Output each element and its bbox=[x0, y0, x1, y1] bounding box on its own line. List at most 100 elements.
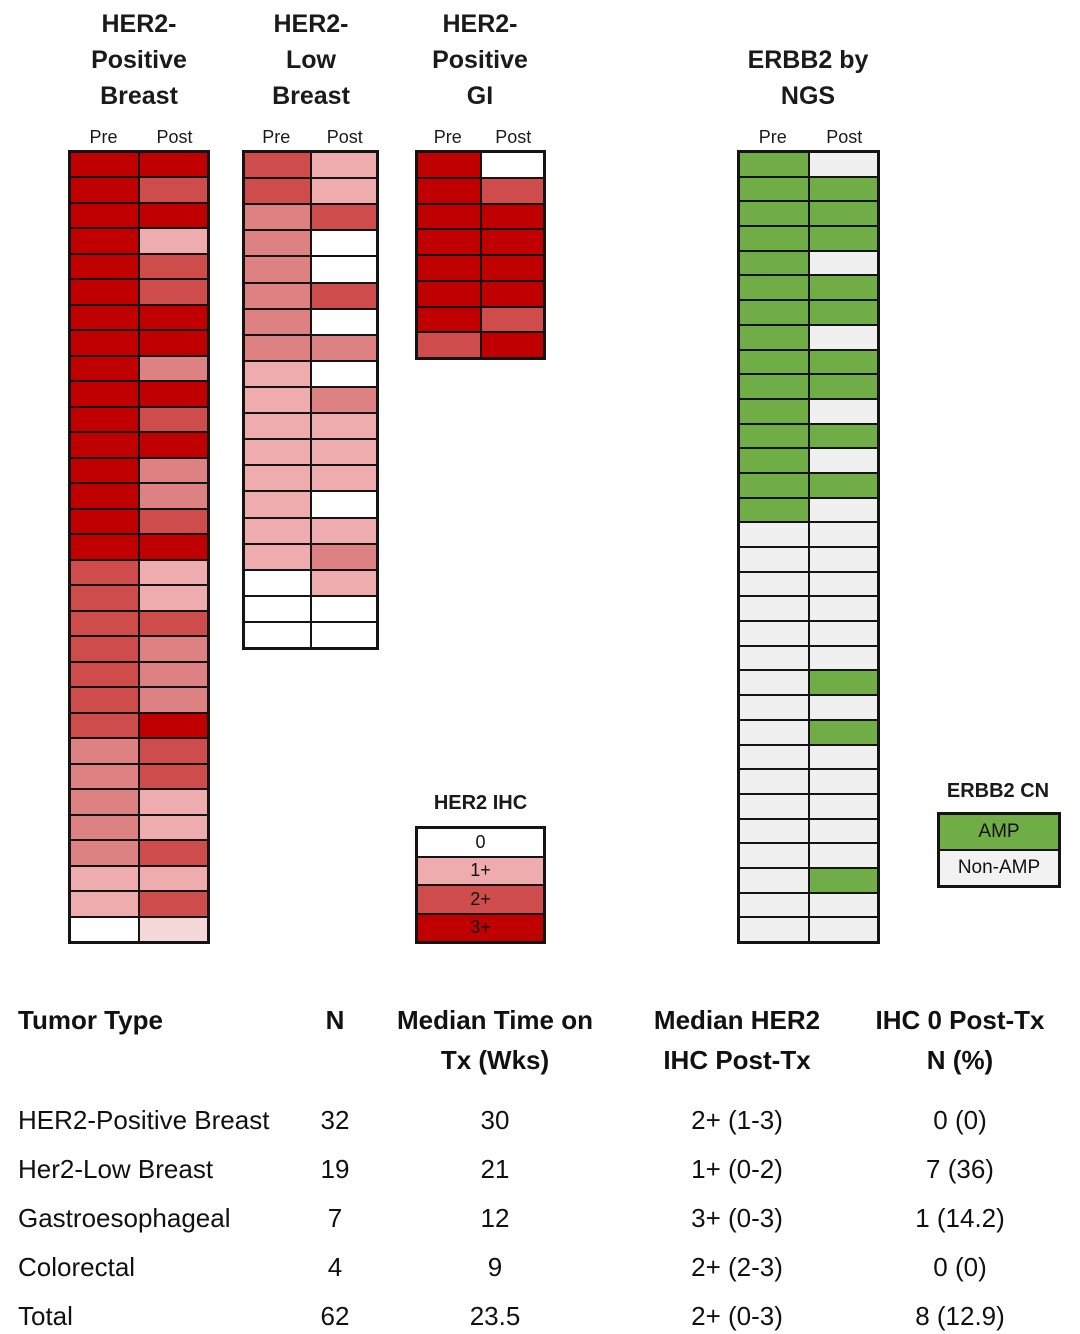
heatmap-cell-post bbox=[808, 374, 878, 399]
heatmap-row bbox=[417, 229, 544, 255]
heatmap-cell-pre bbox=[70, 508, 139, 535]
heatmap-cell-post bbox=[139, 763, 208, 790]
heatmap-cell-post bbox=[808, 793, 878, 819]
heatmap-row bbox=[70, 279, 208, 305]
heatmap-cell-post bbox=[310, 152, 377, 179]
legend-swatch-1+: 1+ bbox=[417, 856, 544, 885]
heatmap-cell-post bbox=[139, 865, 208, 892]
heatmap-row bbox=[70, 738, 208, 764]
heatmap-cell-pre bbox=[70, 253, 139, 280]
heatmap-cell-pre bbox=[70, 228, 139, 254]
pre-label: Pre bbox=[433, 127, 462, 147]
summary-table: Tumor Type N Median Time on Tx (Wks) Median… bbox=[18, 996, 1056, 1334]
heatmap-row bbox=[70, 432, 208, 458]
heatmap-row bbox=[70, 457, 208, 484]
heatmap-cell-post bbox=[480, 177, 544, 204]
heatmap-cell-post bbox=[808, 176, 878, 202]
table-cell: 23.5 bbox=[469, 1301, 521, 1331]
pre-post-axis-labels-ngs: Pre Post bbox=[737, 118, 880, 146]
heatmap-row bbox=[417, 152, 544, 178]
heatmap-row bbox=[70, 712, 208, 739]
heatmap-cell-post bbox=[139, 381, 208, 407]
heatmap-row bbox=[244, 282, 377, 309]
post-label: Post bbox=[495, 127, 532, 147]
heatmap-cell-post bbox=[808, 300, 878, 325]
table-cell: 1 (14.2) bbox=[915, 1203, 1005, 1233]
heatmap-cell-post bbox=[139, 177, 208, 203]
heatmap-row bbox=[739, 867, 878, 893]
heatmap-row bbox=[739, 324, 878, 350]
heatmap-cell-pre bbox=[739, 300, 809, 325]
heatmap-cell-pre bbox=[244, 569, 311, 596]
heatmap-cell-post bbox=[808, 769, 878, 794]
heatmap-row bbox=[739, 596, 878, 622]
heatmap-row bbox=[70, 177, 208, 203]
table-header-2: Median Time on Tx (Wks) bbox=[397, 1005, 593, 1075]
heatmap-row bbox=[739, 497, 878, 523]
heatmap-cell-pre bbox=[739, 226, 809, 251]
heatmap-cell-post bbox=[310, 413, 377, 440]
heatmap-cell-pre bbox=[244, 360, 311, 387]
table-row-label: HER2-Positive Breast bbox=[18, 1105, 270, 1135]
heatmap-row bbox=[739, 571, 878, 597]
heatmap-cell-post bbox=[139, 152, 208, 178]
heatmap-row bbox=[244, 178, 377, 205]
heatmap-cell-pre bbox=[739, 645, 809, 671]
table-row-label: Her2-Low Breast bbox=[18, 1154, 214, 1184]
heatmap-cell-pre bbox=[70, 636, 139, 662]
heatmap-cell-pre bbox=[739, 176, 809, 202]
heatmap-cell-pre bbox=[70, 432, 139, 458]
heatmap-cell-pre bbox=[244, 465, 311, 492]
table-cell: 7 bbox=[327, 1203, 343, 1233]
column-title-her2-positive-gi: HER2- Positive GI bbox=[432, 10, 528, 110]
heatmap-cell-post bbox=[310, 439, 377, 466]
heatmap-cell-pre bbox=[739, 867, 809, 893]
heatmap-cell-post bbox=[139, 687, 208, 713]
heatmap-cell-pre bbox=[244, 413, 311, 440]
post-label: Post bbox=[156, 127, 193, 147]
pre-label: Pre bbox=[758, 127, 787, 147]
heatmap-cell-pre bbox=[244, 334, 311, 361]
heatmap-row bbox=[244, 152, 377, 179]
table-header-1: N bbox=[325, 1005, 345, 1035]
table-cell: 0 (0) bbox=[933, 1252, 987, 1282]
heatmap-cell-pre bbox=[70, 865, 139, 892]
heatmap-cell-pre bbox=[739, 201, 809, 227]
heatmap-cell-post bbox=[480, 152, 544, 178]
legend-swatch-3+: 3+ bbox=[417, 913, 544, 942]
heatmap-cell-post bbox=[310, 621, 377, 649]
table-cell: 2+ (2-3) bbox=[691, 1252, 783, 1282]
heatmap-row bbox=[70, 355, 208, 382]
heatmap-row bbox=[244, 517, 377, 544]
heatmap-cell-post bbox=[139, 432, 208, 458]
pre-post-axis-labels-breast: Pre Post bbox=[68, 118, 210, 146]
legend-swatch-0: 0 bbox=[417, 828, 544, 857]
heatmap-cell-post bbox=[808, 719, 878, 745]
legend-swatch-2+: 2+ bbox=[417, 885, 544, 914]
heatmap-row bbox=[244, 230, 377, 257]
heatmap-cell-pre bbox=[739, 349, 809, 375]
heatmap-cell-post bbox=[808, 843, 878, 868]
heatmap-cell-pre bbox=[70, 738, 139, 764]
table-row-label: Colorectal bbox=[18, 1252, 136, 1282]
heatmap-cell-post bbox=[139, 304, 208, 331]
table-cell: 9 bbox=[487, 1252, 503, 1282]
heatmap-row bbox=[70, 610, 208, 637]
heatmap-cell-pre bbox=[417, 177, 481, 204]
heatmap-cell-pre bbox=[739, 843, 809, 868]
heatmap-cell-pre bbox=[739, 769, 809, 794]
heatmap-cell-pre bbox=[70, 891, 139, 917]
heatmap-cell-pre bbox=[70, 763, 139, 790]
table-cell: 4 bbox=[327, 1252, 343, 1282]
heatmap-cell-post bbox=[139, 840, 208, 866]
post-label: Post bbox=[326, 127, 363, 147]
heatmap-cell-pre bbox=[739, 818, 809, 844]
heatmap-cell-post bbox=[808, 621, 878, 646]
pre-label: Pre bbox=[89, 127, 118, 147]
heatmap-cell-post bbox=[139, 279, 208, 305]
heatmap-row bbox=[244, 386, 377, 414]
table-cell: 2+ (0-3) bbox=[691, 1301, 783, 1331]
heatmap-cell-pre bbox=[417, 306, 481, 333]
heatmap-cell-pre bbox=[739, 547, 809, 572]
heatmap-cell-pre bbox=[70, 916, 139, 943]
